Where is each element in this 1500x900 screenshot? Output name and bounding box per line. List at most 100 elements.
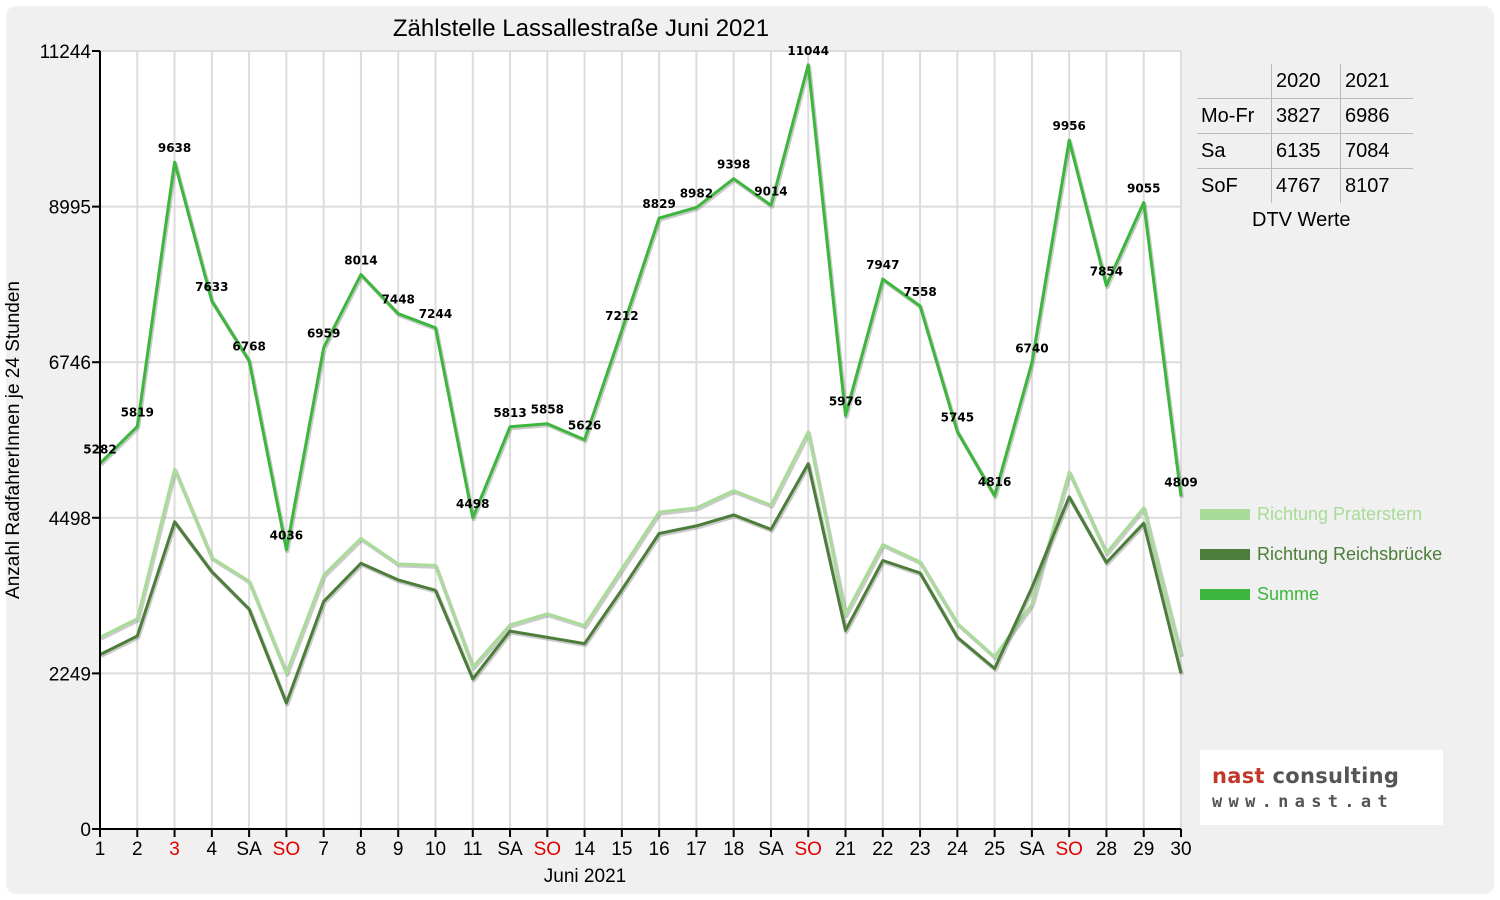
legend-label: Summe (1257, 583, 1320, 604)
y-axis-ticks: 0 2249 4498 6746 8995 11244 (40, 42, 100, 841)
x-tick-label: 23 (909, 839, 930, 860)
data-label: 11044 (787, 44, 829, 58)
dtv-header-2021: 2021 (1340, 64, 1413, 99)
dtv-cell-2020: 6135 (1271, 133, 1341, 169)
dtv-cell-2020: 4767 (1271, 168, 1341, 203)
data-label: 7212 (605, 309, 638, 323)
data-label: 9014 (754, 184, 787, 198)
series-line-summe (98, 63, 1183, 552)
logo-name-part1: nast (1212, 764, 1265, 788)
x-tick-label: SA (1019, 839, 1045, 860)
company-logo: nast consulting www.nast.at (1200, 750, 1443, 825)
x-tick-label: 3 (169, 839, 180, 860)
plot-area (100, 51, 1181, 829)
x-tick-label: SO (534, 839, 561, 860)
x-tick-label: 9 (393, 839, 404, 860)
dtv-row-label: SoF (1197, 168, 1272, 203)
dtv-header-2020: 2020 (1271, 64, 1341, 99)
x-tick-label: SO (1055, 839, 1082, 860)
data-label: 6768 (232, 340, 265, 354)
data-label: 5626 (568, 419, 601, 433)
y-tick-label: 2249 (49, 664, 91, 685)
data-labels: 5282581996387633676840366959801474487244… (83, 44, 1197, 543)
y-tick-label: 0 (80, 820, 91, 841)
x-tick-label: 30 (1170, 839, 1191, 860)
chart-legend: Richtung Praterstern Richtung Reichsbrüc… (1200, 494, 1442, 614)
dtv-caption: DTV Werte (1252, 209, 1351, 231)
data-label: 7633 (195, 280, 228, 294)
x-tick-label: SO (795, 839, 822, 860)
data-label: 7947 (866, 258, 899, 272)
x-tick-label: 15 (611, 839, 632, 860)
legend-label: Richtung Reichsbrücke (1257, 543, 1443, 564)
y-tick-label: 8995 (49, 198, 91, 219)
dtv-row: Sa 6135 7084 (1197, 133, 1413, 169)
series-line-richtung-praterstern (99, 430, 1183, 675)
dtv-row-label: Mo-Fr (1197, 98, 1272, 134)
logo-wordmark: nast consulting (1212, 764, 1399, 788)
x-tick-label: SA (497, 839, 523, 860)
x-tick-label: SA (758, 839, 784, 860)
x-tick-label: SA (236, 839, 262, 860)
dtv-cell-2021: 6986 (1340, 98, 1413, 134)
logo-url: www.nast.at (1212, 792, 1394, 812)
data-label: 4816 (978, 475, 1011, 489)
y-axis-label: Anzahl RadfahrerInnen je 24 Stunden (3, 281, 24, 599)
data-label: 4498 (456, 497, 489, 511)
x-tick-label: 18 (723, 839, 744, 860)
gridlines (100, 50, 1182, 829)
data-label: 8829 (642, 197, 675, 211)
x-tick-label: 22 (872, 839, 893, 860)
data-label: 9398 (717, 158, 750, 172)
y-tick-label: 11244 (40, 42, 92, 63)
x-axis-ticks: 1 2 3 4 SA SO 7 8 9 10 11 SA SO 14 15 16 17 18 SA SO 21 22 23 2… (95, 829, 1192, 860)
x-tick-label: 16 (649, 839, 670, 860)
series-lines (98, 63, 1184, 707)
legend-label: Richtung Praterstern (1257, 503, 1423, 524)
dtv-row: Mo-Fr 3827 6986 (1197, 98, 1413, 134)
x-tick-label: 21 (835, 839, 856, 860)
data-label: 9055 (1127, 181, 1160, 195)
logo-name-part2: consulting (1264, 764, 1400, 788)
x-tick-label: 17 (686, 839, 707, 860)
data-label: 6740 (1015, 342, 1048, 356)
data-label: 5813 (493, 406, 526, 420)
x-tick-label: 25 (984, 839, 1005, 860)
x-tick-label: SO (273, 839, 300, 860)
data-label: 7244 (419, 307, 452, 321)
data-label: 9638 (158, 141, 191, 155)
x-tick-label: 1 (95, 839, 106, 860)
x-tick-label: 8 (356, 839, 367, 860)
y-tick-label: 6746 (49, 353, 91, 374)
y-tick-label: 4498 (49, 509, 91, 530)
data-label: 5819 (121, 405, 154, 419)
data-label: 7854 (1090, 265, 1123, 279)
legend-item-summe: Summe (1200, 574, 1442, 614)
chart-title: Zählstelle Lassallestraße Juni 2021 (393, 15, 769, 42)
x-tick-label: 2 (132, 839, 143, 860)
data-label: 6959 (307, 326, 340, 340)
data-label: 5976 (829, 395, 862, 409)
data-label: 4809 (1164, 475, 1197, 489)
x-tick-label: 14 (574, 839, 596, 860)
data-label: 5858 (531, 403, 564, 417)
legend-item-praterstern: Richtung Praterstern (1200, 494, 1442, 534)
x-tick-label: 11 (463, 839, 483, 860)
legend-swatch (1200, 508, 1250, 520)
x-axis-label: Juni 2021 (544, 866, 626, 887)
dtv-header-empty (1197, 64, 1272, 99)
data-label: 7558 (903, 285, 936, 299)
data-label: 9956 (1052, 119, 1085, 133)
dtv-row: SoF 4767 8107 (1197, 168, 1413, 203)
series-line-richtung-reichsbr-cke (99, 462, 1183, 705)
x-tick-label: 4 (207, 839, 218, 860)
dtv-cell-2021: 8107 (1345, 174, 1390, 197)
x-tick-label: 28 (1096, 839, 1117, 860)
dtv-cell-2021: 7084 (1340, 133, 1413, 169)
data-label: 8982 (680, 187, 713, 201)
legend-item-reichsbruecke: Richtung Reichsbrücke (1200, 534, 1442, 574)
dtv-row-label: Sa (1197, 133, 1272, 169)
x-tick-label: 7 (318, 839, 329, 860)
legend-swatch (1200, 548, 1250, 560)
